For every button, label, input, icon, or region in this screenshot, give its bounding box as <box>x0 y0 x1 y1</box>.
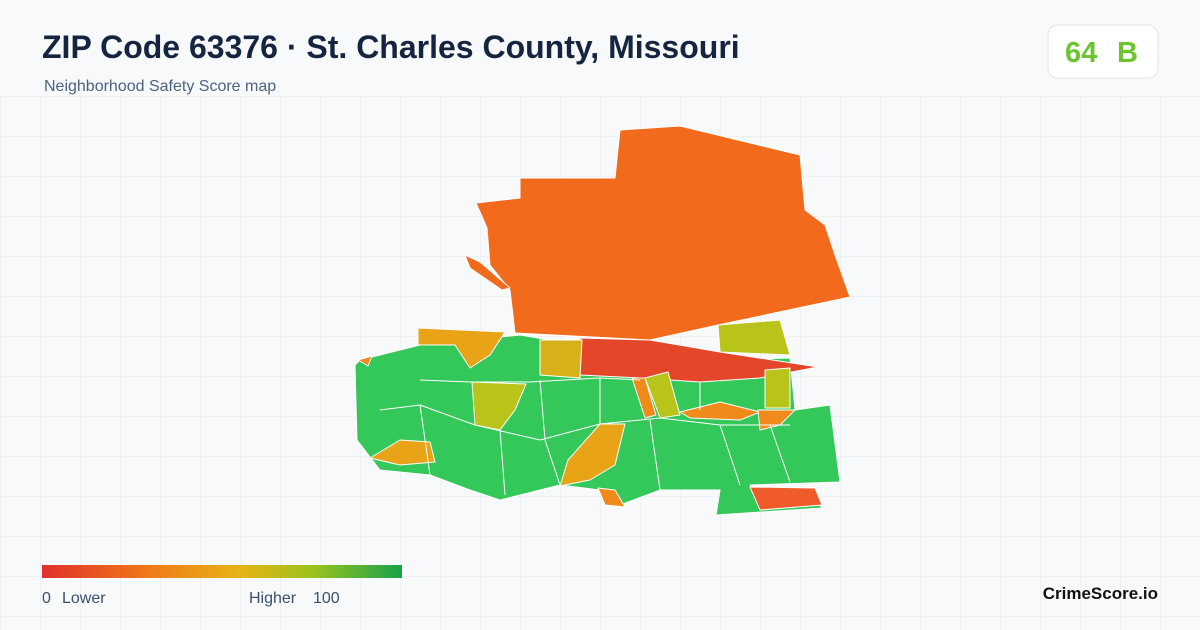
score-value: 64 <box>1065 37 1097 69</box>
neighborhood <box>357 355 373 367</box>
legend-scale <box>42 565 402 578</box>
neighborhood <box>597 487 626 508</box>
score-grade: B <box>1117 37 1138 69</box>
neighborhood <box>471 381 527 431</box>
page-subtitle: Neighborhood Safety Score map <box>44 78 276 95</box>
legend-max: 100 <box>313 590 340 607</box>
legend-min-label: Lower <box>62 590 106 607</box>
neighborhood <box>679 401 761 421</box>
neighborhood <box>717 319 791 356</box>
boundary <box>419 377 641 383</box>
neighborhood <box>464 254 511 291</box>
legend-min: 0 <box>42 590 51 607</box>
neighborhood <box>764 367 791 409</box>
neighborhood <box>644 371 681 419</box>
map <box>354 125 851 516</box>
neighborhood <box>631 377 657 419</box>
boundary <box>499 429 506 496</box>
neighborhood <box>539 339 583 379</box>
score-badge <box>1047 24 1159 79</box>
neighborhood <box>369 439 436 466</box>
neighborhood <box>559 423 626 487</box>
neighborhood <box>417 327 506 369</box>
boundary <box>719 424 741 486</box>
boundary <box>649 419 661 491</box>
neighborhood <box>475 125 851 341</box>
boundary <box>379 404 790 441</box>
legend-max-label: Higher <box>249 590 297 607</box>
neighborhood <box>749 486 823 511</box>
boundary <box>419 404 431 476</box>
neighborhood <box>579 337 819 383</box>
boundary <box>769 424 791 483</box>
page-title: ZIP Code 63376 · St. Charles County, Mis… <box>42 29 740 65</box>
brand: CrimeScore.io <box>1043 584 1158 603</box>
boundary <box>539 379 561 486</box>
